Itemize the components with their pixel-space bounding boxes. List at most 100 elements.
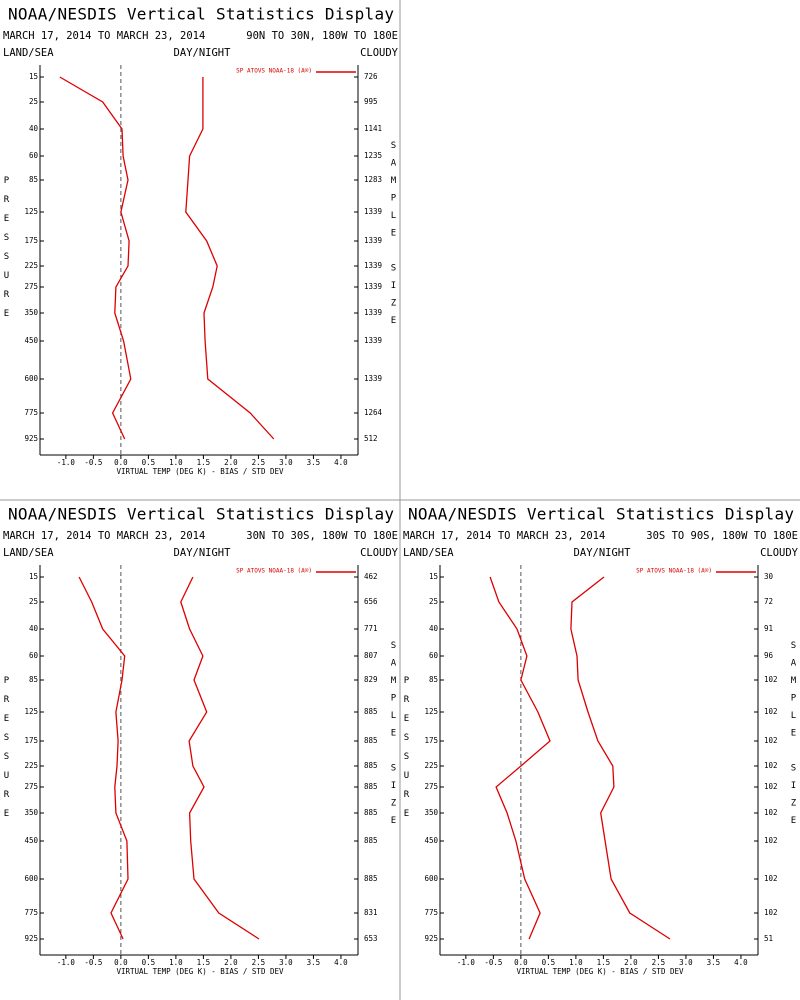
sample-size: 102 (764, 836, 778, 845)
y-tick-label: 275 (424, 782, 438, 791)
sample-size: 1339 (364, 374, 382, 383)
x-tick-label: 3.0 (679, 958, 693, 967)
sample-size: 807 (364, 651, 378, 660)
x-tick-label: 0.5 (142, 958, 156, 967)
y-tick-label: 25 (429, 597, 438, 606)
sample-size: 885 (364, 761, 378, 770)
y-tick-label: 225 (24, 261, 38, 270)
x-tick-label: 3.5 (307, 458, 321, 467)
sample-size: 96 (764, 651, 774, 660)
sample-size: 885 (364, 808, 378, 817)
x-tick-label: 3.5 (307, 958, 321, 967)
x-tick-label: 2.0 (624, 958, 638, 967)
y-tick-label: 450 (24, 336, 38, 345)
std-dev-line (180, 576, 260, 940)
y-tick-label: 450 (424, 836, 438, 845)
sample-size: 653 (364, 934, 378, 943)
x-tick-label: -1.0 (457, 958, 476, 967)
sample-size: 995 (364, 97, 378, 106)
y-tick-label: 125 (424, 707, 438, 716)
y-tick-label: 775 (424, 908, 438, 917)
cloudy-label: CLOUDY (360, 547, 399, 559)
std-dev-line (185, 77, 275, 440)
y-tick-label: 85 (29, 675, 38, 684)
std-dev-line (570, 576, 671, 940)
sample-size: 1339 (364, 236, 382, 245)
x-tick-label: 1.0 (569, 958, 583, 967)
x-tick-label: 0.0 (514, 958, 528, 967)
land-sea-label: LAND/SEA (3, 547, 54, 559)
y-tick-label: 275 (24, 782, 38, 791)
sample-size: 829 (364, 675, 378, 684)
x-axis-label: VIRTUAL TEMP (DEG K) - BIAS / STD DEV (116, 467, 284, 476)
sample-size: 885 (364, 782, 378, 791)
subtitle: MARCH 17, 2014 TO MARCH 23, 2014 (3, 30, 205, 42)
x-tick-label: 2.5 (252, 458, 266, 467)
sample-size: 656 (364, 597, 378, 606)
sample-size: 102 (764, 736, 778, 745)
legend-label: SP ATOVS NOAA-18 (A®) (236, 568, 312, 575)
cloudy-label: CLOUDY (360, 47, 399, 59)
y-tick-label: 25 (29, 97, 38, 106)
region: 30S TO 90S, 180W TO 180E (646, 530, 798, 542)
sample-size: 102 (764, 761, 778, 770)
title: NOAA/NESDIS Vertical Statistics Display (8, 505, 394, 524)
sample-size: 1141 (364, 124, 382, 133)
land-sea-label: LAND/SEA (403, 547, 454, 559)
sample-size: 1264 (364, 408, 383, 417)
y-tick-label: 175 (24, 236, 38, 245)
x-tick-label: 1.5 (197, 958, 211, 967)
y-tick-label: 60 (29, 651, 39, 660)
land-sea-label: LAND/SEA (3, 47, 54, 59)
sample-size: 512 (364, 434, 378, 443)
y-tick-label: 225 (24, 761, 38, 770)
x-axis-label: VIRTUAL TEMP (DEG K) - BIAS / STD DEV (516, 967, 684, 976)
x-tick-label: 4.0 (334, 458, 348, 467)
x-tick-label: 1.0 (169, 458, 183, 467)
y-tick-label: 775 (24, 908, 38, 917)
sample-size: 1235 (364, 151, 382, 160)
x-tick-label: 0.0 (114, 458, 128, 467)
sample-size: 1339 (364, 282, 382, 291)
sample-size: 885 (364, 874, 378, 883)
x-tick-label: -1.0 (57, 958, 76, 967)
sample-size: 102 (764, 808, 778, 817)
y-tick-label: 450 (24, 836, 38, 845)
bias-line (489, 576, 551, 940)
y-tick-label: 275 (24, 282, 38, 291)
sample-size: 831 (364, 908, 378, 917)
sample-size: 1339 (364, 308, 382, 317)
x-tick-label: -0.5 (84, 958, 102, 967)
day-night-label: DAY/NIGHT (174, 547, 232, 559)
x-tick-label: 2.5 (252, 958, 266, 967)
sample-size: 102 (764, 908, 778, 917)
y-tick-label: 40 (29, 124, 39, 133)
y-tick-label: 125 (24, 707, 38, 716)
y-tick-label: 40 (429, 624, 439, 633)
sample-size: 462 (364, 572, 378, 581)
subtitle: MARCH 17, 2014 TO MARCH 23, 2014 (403, 530, 605, 542)
x-tick-label: 1.5 (597, 958, 611, 967)
y-tick-label: 60 (29, 151, 39, 160)
subtitle: MARCH 17, 2014 TO MARCH 23, 2014 (3, 530, 205, 542)
sample-size: 102 (764, 675, 778, 684)
y2-axis-label: SAMPLE SIZE (789, 641, 799, 834)
y-axis-label: PRESSURE (2, 676, 12, 828)
x-tick-label: 0.0 (114, 958, 128, 967)
sample-size: 1339 (364, 207, 382, 216)
sample-size: 1339 (364, 261, 382, 270)
y2-axis-label: SAMPLE SIZE (389, 641, 399, 834)
sample-size: 726 (364, 72, 378, 81)
y-tick-label: 225 (424, 761, 438, 770)
x-tick-label: 3.0 (279, 958, 293, 967)
y-tick-label: 175 (424, 736, 438, 745)
y-tick-label: 350 (24, 808, 38, 817)
sample-size: 885 (364, 707, 378, 716)
sample-size: 72 (764, 597, 773, 606)
x-tick-label: 2.0 (224, 958, 238, 967)
y-tick-label: 925 (24, 934, 38, 943)
sample-size: 102 (764, 782, 778, 791)
y-tick-label: 775 (24, 408, 38, 417)
cloudy-label: CLOUDY (760, 547, 799, 559)
